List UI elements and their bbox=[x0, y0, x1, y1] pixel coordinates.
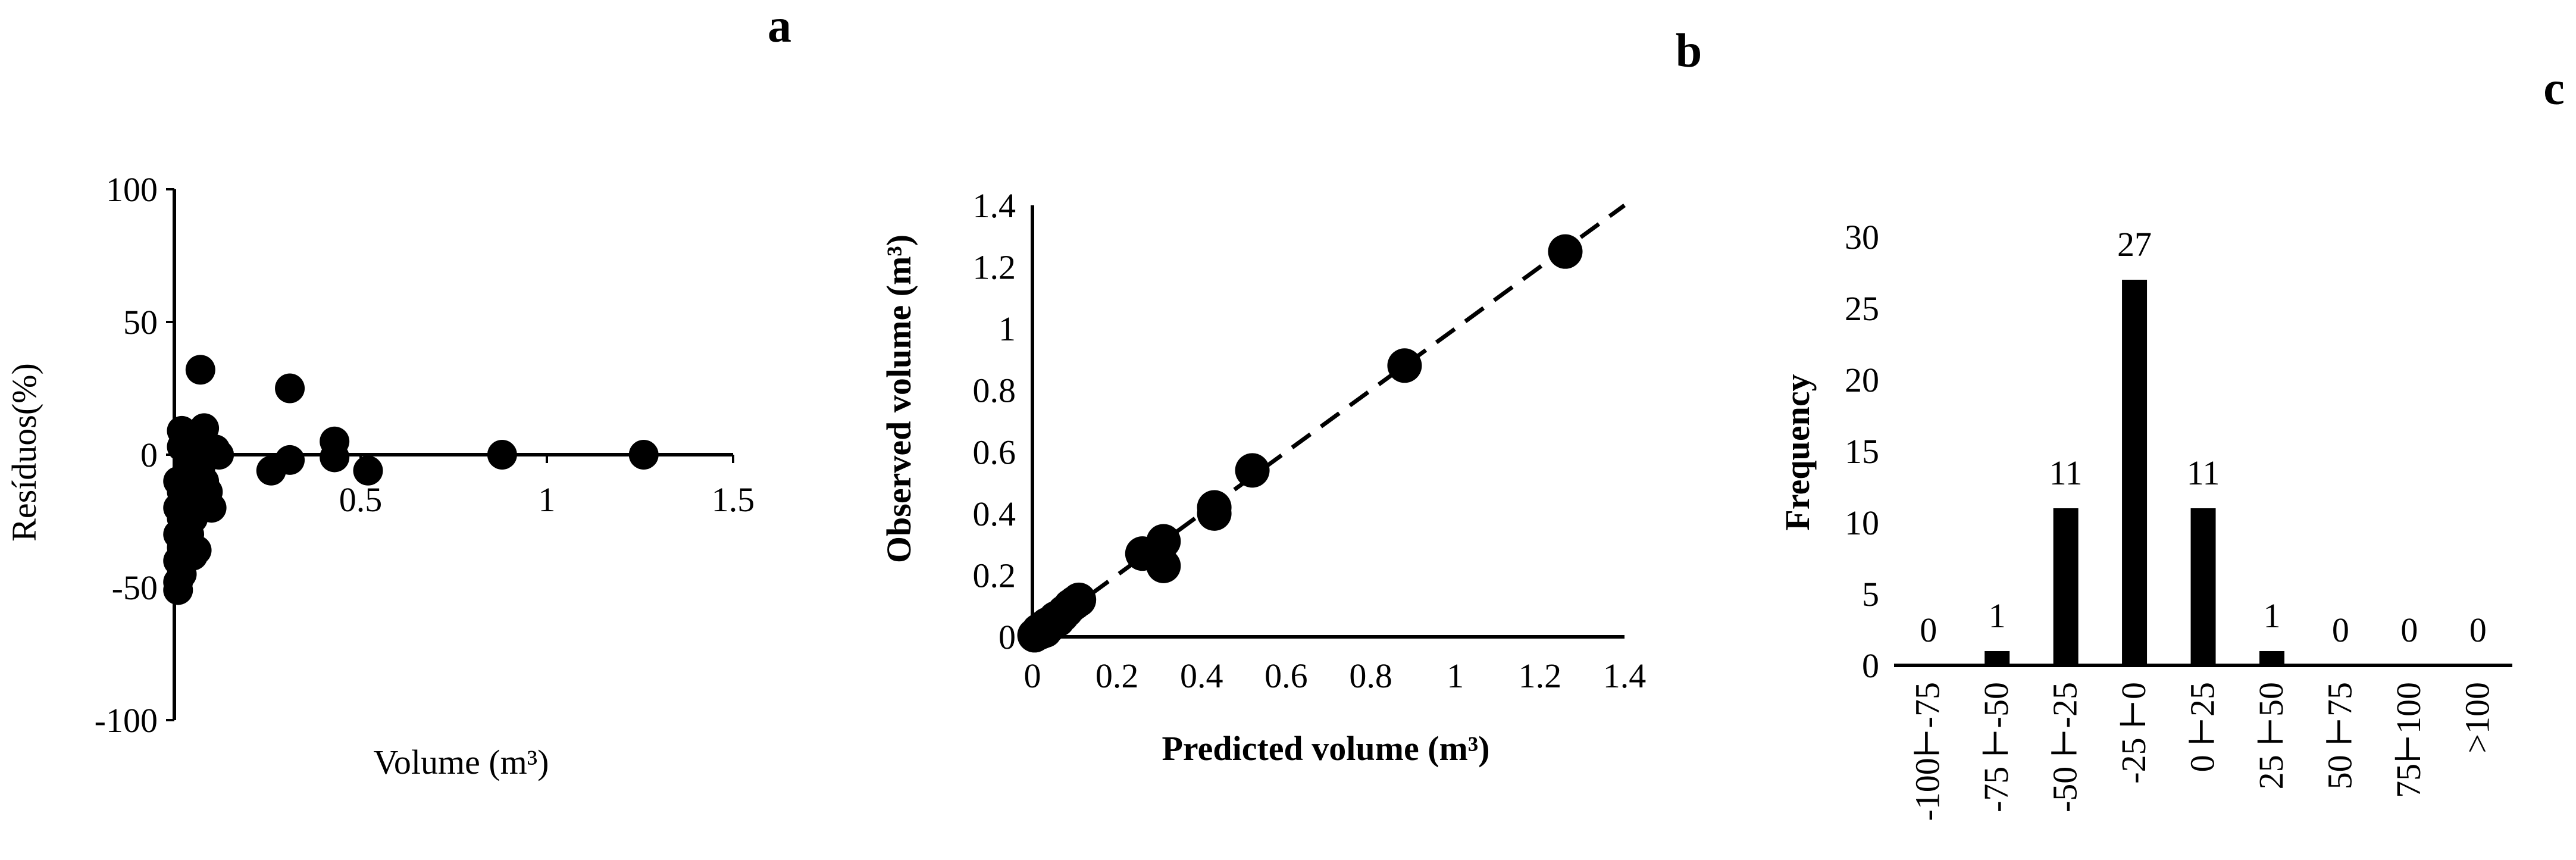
data-point-b bbox=[1146, 524, 1181, 559]
x-tick-label-b: 1 bbox=[1447, 656, 1464, 695]
category-label-c: 0 ⊢25 bbox=[2183, 682, 2222, 772]
y-tick-label-c: 5 bbox=[1862, 575, 1879, 614]
category-labels-c: -100⊢-75 -75 ⊢-50 -50 ⊢-25 -25 ⊢0 0 ⊢25 25 ⊢5… bbox=[1908, 682, 2497, 821]
bar-c bbox=[2190, 508, 2216, 665]
data-label-c: 11 bbox=[2187, 454, 2220, 492]
y-tick-label-b: 0.4 bbox=[973, 495, 1016, 533]
x-axis-label-b: Predicted volume (m³) bbox=[1162, 729, 1489, 768]
category-label-c: -50 ⊢-25 bbox=[2046, 682, 2084, 812]
tick-labels-a: 100 50 0 -50 -100 0.5 1 1.5 bbox=[95, 170, 755, 740]
data-point-a bbox=[275, 373, 305, 404]
data-point-b bbox=[1235, 453, 1270, 488]
y-axis-label-c: Frequency bbox=[1778, 374, 1817, 530]
y-tick-label-b: 0.8 bbox=[973, 371, 1016, 410]
x-tick-label-a: 0.5 bbox=[339, 480, 383, 519]
chart-panel-a: 100 50 0 -50 -100 0.5 1 1.5 Volume (m³) Resíduo… bbox=[5, 170, 755, 781]
data-point-a bbox=[487, 440, 517, 470]
category-label-c: >100 bbox=[2458, 682, 2496, 753]
axes-b bbox=[1031, 205, 1625, 639]
points-b bbox=[1017, 234, 1583, 653]
data-label-c: 1 bbox=[2263, 596, 2280, 635]
category-label-c: 75⊢100 bbox=[2389, 682, 2428, 798]
y-tick-label-a: -50 bbox=[112, 568, 158, 607]
data-point-a bbox=[353, 455, 383, 486]
y-tick-label-a: 100 bbox=[106, 170, 158, 209]
y-tick-label-c: 0 bbox=[1862, 646, 1879, 685]
data-point-b bbox=[1387, 348, 1422, 383]
bar-c bbox=[1985, 651, 2010, 665]
y-tick-label-c: 25 bbox=[1845, 289, 1879, 328]
data-label-c: 0 bbox=[1920, 611, 1937, 649]
y-tick-label-b: 1.2 bbox=[973, 248, 1016, 287]
x-axis-label-a: Volume (m³) bbox=[373, 743, 549, 781]
x-tick-label-b: 0.8 bbox=[1349, 656, 1392, 695]
category-label-c: 25 ⊢50 bbox=[2252, 682, 2290, 789]
y-tick-label-b: 1 bbox=[999, 309, 1016, 348]
data-label-c: 0 bbox=[2400, 611, 2418, 649]
bars-c bbox=[1985, 280, 2284, 665]
y-tick-label-a: 0 bbox=[140, 436, 158, 474]
panel-letter-a: a bbox=[768, 0, 791, 52]
bar-c bbox=[2053, 508, 2079, 665]
panel-letter-b: b bbox=[1676, 25, 1702, 77]
bar-c bbox=[2122, 280, 2148, 665]
x-tick-label-b: 0.2 bbox=[1095, 656, 1139, 695]
data-label-c: 27 bbox=[2117, 225, 2152, 264]
data-point-b bbox=[1062, 582, 1097, 617]
points-a bbox=[163, 355, 659, 605]
y-tick-label-a: -100 bbox=[95, 701, 158, 740]
data-point-b bbox=[1146, 548, 1181, 583]
data-label-c: 1 bbox=[1989, 596, 2006, 635]
data-point-a bbox=[320, 442, 350, 473]
x-tick-label-b: 1.4 bbox=[1603, 656, 1647, 695]
category-label-c: 50 ⊢75 bbox=[2320, 682, 2359, 789]
y-tick-label-b: 0.6 bbox=[973, 433, 1016, 471]
category-label-c: -25 ⊢0 bbox=[2114, 682, 2153, 784]
reference-line-b bbox=[1031, 204, 1626, 639]
y-tick-label-c: 20 bbox=[1845, 361, 1879, 399]
y-tick-label-a: 50 bbox=[123, 303, 158, 342]
x-tick-label-a: 1 bbox=[539, 480, 556, 519]
y-tick-label-b: 0 bbox=[999, 618, 1016, 656]
data-point-a bbox=[185, 355, 215, 385]
category-label-c: -100⊢-75 bbox=[1908, 682, 1947, 821]
x-tick-label-b: 0.4 bbox=[1180, 656, 1223, 695]
data-point-a bbox=[204, 440, 234, 470]
data-point-a bbox=[275, 445, 305, 475]
y-tick-label-b: 1.4 bbox=[973, 186, 1016, 225]
chart-panel-b: 0 0.2 0.4 0.6 0.8 1 1.2 1.4 0 0.2 0.4 0.6 0.8 1 1.2 1.4… bbox=[879, 186, 1646, 768]
panel-letter-c: c bbox=[2543, 62, 2565, 115]
tick-labels-b: 0 0.2 0.4 0.6 0.8 1 1.2 1.4 0 0.2 0.4 0.6 0.8 1 1.2 1.4 bbox=[973, 186, 1647, 695]
data-label-c: 11 bbox=[2049, 454, 2083, 492]
data-label-c: 0 bbox=[2469, 611, 2487, 649]
y-tick-label-c: 15 bbox=[1845, 432, 1879, 471]
category-label-c: -75 ⊢-50 bbox=[1977, 682, 2015, 812]
y-tick-label-c: 30 bbox=[1845, 218, 1879, 257]
y-axis-label-a: Resíduos(%) bbox=[5, 363, 43, 542]
data-point-a bbox=[628, 440, 659, 470]
tick-labels-c: 0 5 10 15 20 25 30 bbox=[1845, 218, 1879, 685]
data-point-a bbox=[196, 493, 227, 523]
x-tick-label-b: 0.6 bbox=[1264, 656, 1308, 695]
y-tick-label-c: 10 bbox=[1845, 504, 1879, 542]
x-tick-label-b: 1.2 bbox=[1519, 656, 1562, 695]
data-point-b bbox=[1548, 234, 1583, 269]
y-axis-label-b: Observed volume (m³) bbox=[879, 234, 918, 563]
x-tick-label-b: 0 bbox=[1024, 656, 1041, 695]
y-tick-label-b: 0.2 bbox=[973, 556, 1016, 595]
x-tick-label-a: 1.5 bbox=[712, 480, 755, 519]
bar-c bbox=[2259, 651, 2284, 665]
data-label-c: 0 bbox=[2332, 611, 2349, 649]
data-point-b bbox=[1197, 496, 1232, 531]
